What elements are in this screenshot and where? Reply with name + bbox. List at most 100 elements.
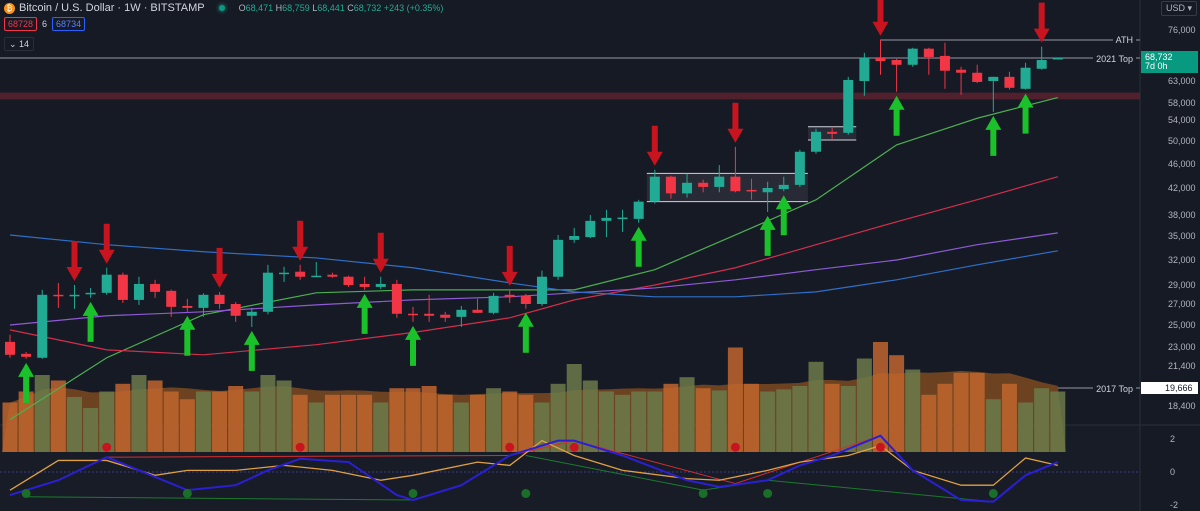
price-tick-label: 35,000 xyxy=(1168,231,1196,241)
candle-down xyxy=(875,58,886,62)
candle-down xyxy=(295,271,306,277)
volume-bar xyxy=(905,369,921,452)
bullish-dot xyxy=(408,488,418,498)
candle-up xyxy=(311,275,322,278)
volume-bar xyxy=(212,391,228,452)
buy-arrow-icon xyxy=(82,301,99,342)
buy-arrow-icon xyxy=(179,315,196,356)
candle-down xyxy=(327,274,338,277)
candle-down xyxy=(214,294,225,304)
volume-bar xyxy=(421,386,437,452)
bearish-divergence-line xyxy=(574,440,736,485)
ohlc-values: O68,471 H68,759 L68,441 C68,732 +243 (+0… xyxy=(238,3,444,13)
volume-bar xyxy=(582,380,598,452)
candle-down xyxy=(746,189,757,192)
candle-up xyxy=(811,131,821,152)
candle-up xyxy=(101,274,112,293)
volume-bar xyxy=(760,391,776,452)
bullish-dot xyxy=(182,488,192,498)
price-tick-label: 29,000 xyxy=(1168,280,1196,290)
candle-down xyxy=(230,304,241,316)
volume-bar xyxy=(147,380,163,452)
symbol-title[interactable]: Bitcoin / U.S. Dollar · 1W · BITSTAMP xyxy=(19,2,205,14)
buy-arrow-icon xyxy=(1017,93,1034,134)
volume-bar xyxy=(566,364,582,452)
candle-up xyxy=(569,236,580,240)
buy-arrow-icon xyxy=(759,215,776,256)
volume-bar xyxy=(486,388,502,452)
candle-down xyxy=(5,341,15,355)
ath-label: ATH xyxy=(1112,35,1136,45)
volume-bar xyxy=(953,372,969,452)
price-tick-label: 58,000 xyxy=(1168,98,1196,108)
sell-arrow-icon xyxy=(98,223,115,264)
candle-up xyxy=(762,188,773,193)
candle-up xyxy=(85,292,96,295)
volume-bar xyxy=(228,386,244,452)
volume-bar xyxy=(195,391,211,452)
2017-top-price-label: 19,666 xyxy=(1141,382,1198,394)
indicator-count: 14 xyxy=(19,39,30,49)
candle-up xyxy=(794,151,805,185)
volume-bar xyxy=(276,380,292,452)
volume-bar xyxy=(518,394,534,452)
currency-dropdown[interactable]: USD ▾ xyxy=(1160,1,1197,16)
market-open-icon xyxy=(218,5,225,11)
candle-down xyxy=(730,176,741,192)
price-tick-label: 76,000 xyxy=(1168,25,1196,35)
volume-bar xyxy=(921,394,937,452)
candle-up xyxy=(907,48,918,65)
bearish-dot xyxy=(875,442,885,452)
bullish-dot xyxy=(21,488,31,498)
volume-bar xyxy=(1050,391,1066,452)
sell-price[interactable]: 68728 xyxy=(4,17,38,31)
candle-up xyxy=(859,58,870,81)
candle-up xyxy=(617,217,628,220)
bullish-dot xyxy=(521,488,531,498)
candle-up xyxy=(1052,58,1063,60)
moving-average-line-3 xyxy=(9,234,1058,298)
price-tick-label: 32,000 xyxy=(1168,255,1196,265)
volume-bar xyxy=(115,383,131,452)
bullish-dot xyxy=(988,488,998,498)
volume-bar xyxy=(373,402,389,452)
candle-down xyxy=(972,72,983,82)
sell-arrow-icon xyxy=(501,245,518,286)
bearish-dot xyxy=(569,442,579,452)
buy-arrow-icon xyxy=(630,226,647,267)
candle-up xyxy=(601,217,612,221)
buy-price[interactable]: 68734 xyxy=(52,17,86,31)
spread: 6 xyxy=(42,19,48,29)
bid-ask: 68728 6 68734 xyxy=(4,17,86,31)
volume-bar xyxy=(969,372,985,452)
sell-arrow-icon xyxy=(646,125,663,166)
symbol-header[interactable]: ₿ Bitcoin / U.S. Dollar · 1W · BITSTAMP … xyxy=(4,2,443,14)
candle-down xyxy=(665,176,676,194)
candle-up xyxy=(198,294,209,308)
price-tick-label: 27,000 xyxy=(1168,299,1196,309)
bearish-dot xyxy=(102,442,112,452)
bullish-divergence-line xyxy=(767,479,994,503)
volume-bar xyxy=(502,391,518,452)
volume-bar xyxy=(937,383,953,452)
oscillator-tick-label: 2 xyxy=(1170,434,1176,444)
candle-down xyxy=(472,309,483,313)
volume-bar xyxy=(550,383,566,452)
volume-bar xyxy=(437,394,453,452)
candle-up xyxy=(843,79,854,133)
volume-bar xyxy=(292,394,308,452)
candle-up xyxy=(133,283,144,300)
volume-bar xyxy=(179,399,195,452)
volume-bar xyxy=(598,391,614,452)
candle-down xyxy=(359,283,370,287)
resistance-zone xyxy=(0,92,1140,100)
price-tick-label: 21,400 xyxy=(1168,361,1196,371)
candle-down xyxy=(150,283,161,292)
moving-average-line-1 xyxy=(9,176,1058,356)
buy-arrow-icon xyxy=(18,362,35,403)
volume-bar xyxy=(872,342,888,452)
bar-countdown: 7d 0h xyxy=(1145,61,1168,71)
indicators-toggle[interactable]: ⌄ 14 xyxy=(4,37,35,51)
candle-down xyxy=(698,182,709,187)
